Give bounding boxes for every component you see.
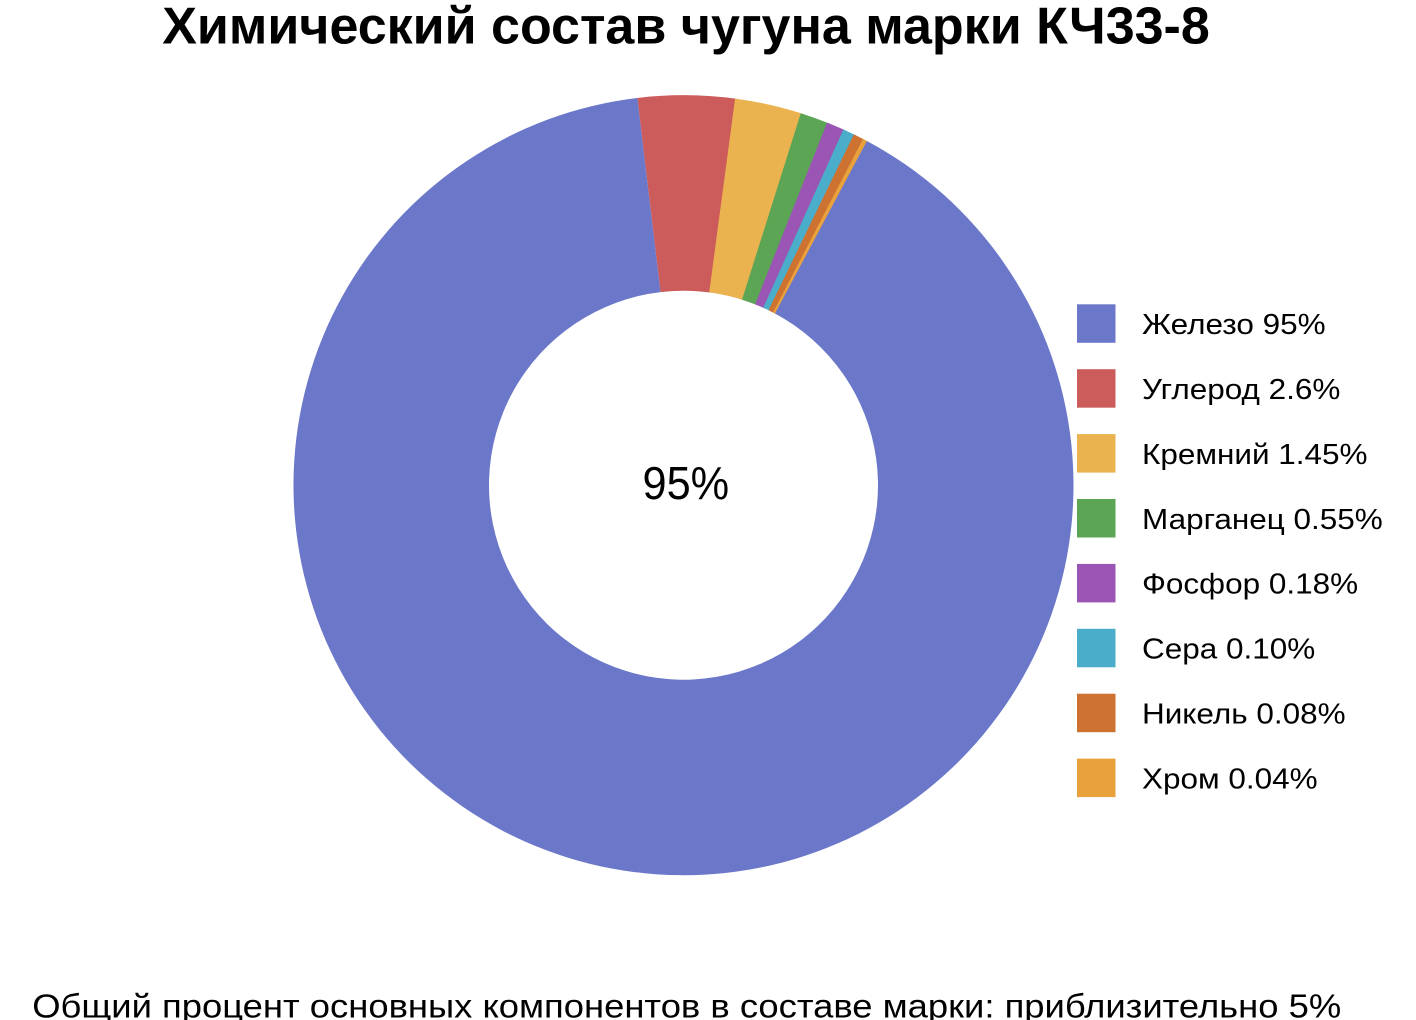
svg-text:Химический состав чугуна марки: Химический состав чугуна марки КЧ33-8 (162, 0, 1210, 55)
svg-text:Хром 0.04%: Хром 0.04% (1142, 764, 1318, 795)
svg-text:Железо 95%: Железо 95% (1142, 309, 1326, 340)
svg-text:Никель 0.08%: Никель 0.08% (1142, 699, 1346, 730)
svg-text:95%: 95% (642, 458, 729, 510)
svg-text:Марганец 0.55%: Марганец 0.55% (1142, 504, 1383, 535)
svg-text:Углерод 2.6%: Углерод 2.6% (1142, 374, 1340, 405)
svg-text:Кремний 1.45%: Кремний 1.45% (1142, 439, 1368, 470)
svg-text:Фосфор 0.18%: Фосфор 0.18% (1142, 569, 1358, 600)
svg-text:Сера 0.10%: Сера 0.10% (1142, 634, 1315, 665)
svg-text:Общий процент основных компоне: Общий процент основных компонентов в сос… (32, 989, 1341, 1020)
